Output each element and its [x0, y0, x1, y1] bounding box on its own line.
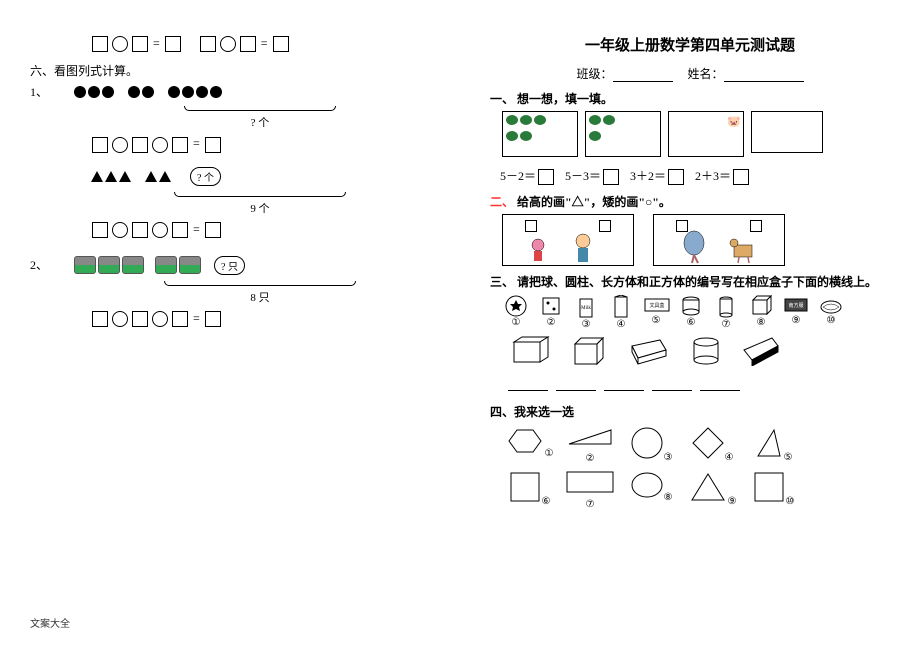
brace-9-ge: 9 个 — [90, 188, 430, 216]
right-page: 一年级上册数学第四单元测试题 班级： 姓名： 一、 想一想，填一填。 🐷 5－2… — [460, 0, 920, 650]
equation-row-1: = — [90, 136, 430, 152]
pig-icon: 🐷 — [727, 115, 741, 128]
footer-text: 文案大全 — [30, 615, 70, 630]
svg-text:文具盒: 文具盒 — [649, 302, 664, 309]
equation-template-row: = = — [90, 36, 430, 52]
question-3-heading: 三、 请把球、圆柱、长方体和正方体的编号写在相应盒子下面的横线上。 — [490, 274, 890, 291]
equation-row-3: = — [90, 311, 430, 327]
svg-text:南方服: 南方服 — [788, 302, 803, 309]
section-6-heading: 六、看图列式计算。 — [30, 62, 430, 79]
brace-8-zhi: 8 只 — [90, 277, 430, 305]
shape-row-2: ⑥ ⑦ ⑧ ⑨ ⑩ — [500, 470, 890, 510]
dots-group-1 — [73, 83, 223, 98]
objects-row-1: ① ② Milk③ ④ 文具盒⑤ ⑥ ⑦ ⑧ 南方服⑨ ⑩ — [500, 295, 890, 330]
question-2-heading: 二、 给高的画"△"，矮的画"○"。 — [490, 193, 890, 210]
question-1-heading: 一、 想一想，填一填。 — [490, 90, 890, 107]
problem-1-label: 1、 — [30, 83, 70, 100]
shape-boxes-row — [500, 336, 890, 370]
picture-boxes-row: 🐷 — [500, 111, 890, 157]
question-4-heading: 四、我来选一选 — [490, 403, 890, 420]
name-fields: 班级： 姓名： — [490, 65, 890, 82]
worksheet-title: 一年级上册数学第四单元测试题 — [490, 34, 890, 55]
problem-2-label: 2、 — [30, 256, 70, 273]
panda-row: ? 只 — [73, 256, 245, 275]
left-page: = = 六、看图列式计算。 1、 ? 个 = ? 个 9 个 = — [0, 0, 460, 650]
shape-row-1: ① ② ③ ④ ⑤ — [500, 426, 890, 464]
height-compare-row — [500, 214, 890, 266]
equations-row: 5－2＝ 5－3＝ 3＋2＝ 2＋3＝ — [500, 167, 890, 185]
answer-lines — [504, 374, 890, 395]
brace-q-ge: ? 个 — [90, 102, 430, 130]
equation-row-2: = — [90, 222, 430, 238]
svg-text:Milk: Milk — [581, 306, 591, 311]
triangles-row: ? 个 — [90, 167, 430, 186]
